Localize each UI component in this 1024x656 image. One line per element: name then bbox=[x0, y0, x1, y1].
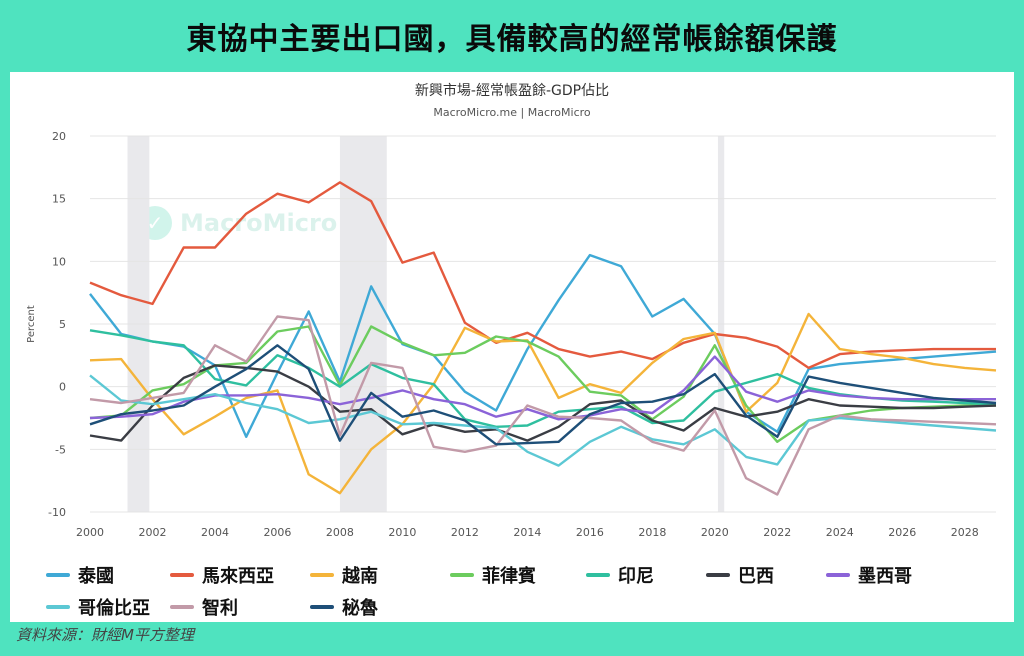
legend-label: 馬來西亞 bbox=[202, 566, 274, 587]
x-tick-label: 2026 bbox=[888, 526, 916, 539]
legend: 泰國 馬來西亞 越南 菲律賓 印尼 巴西 墨西哥哥倫比亞 智利 秘魯 bbox=[26, 562, 1016, 622]
legend-swatch bbox=[310, 573, 334, 577]
watermark: ✓ MacroMicro bbox=[138, 206, 337, 240]
legend-label: 菲律賓 bbox=[482, 566, 536, 587]
y-tick-label: 15 bbox=[52, 193, 66, 206]
y-tick-label: -5 bbox=[55, 443, 66, 456]
series-line-8 bbox=[89, 315, 997, 496]
x-tick-label: 2024 bbox=[826, 526, 854, 539]
legend-item[interactable]: 馬來西亞 bbox=[170, 562, 274, 588]
legend-swatch bbox=[450, 573, 474, 577]
legend-swatch bbox=[170, 605, 194, 609]
legend-swatch bbox=[706, 573, 730, 577]
legend-swatch bbox=[170, 573, 194, 577]
legend-label: 墨西哥 bbox=[858, 566, 912, 587]
x-tick-label: 2022 bbox=[763, 526, 791, 539]
legend-label: 智利 bbox=[202, 598, 238, 619]
x-tick-label: 2012 bbox=[451, 526, 479, 539]
legend-swatch bbox=[826, 573, 850, 577]
legend-swatch bbox=[46, 573, 70, 577]
legend-item[interactable]: 越南 bbox=[310, 562, 378, 588]
x-tick-label: 2002 bbox=[138, 526, 166, 539]
legend-label: 泰國 bbox=[78, 566, 114, 587]
x-tick-label: 2028 bbox=[951, 526, 979, 539]
watermark-text: MacroMicro bbox=[180, 209, 338, 237]
legend-item[interactable]: 哥倫比亞 bbox=[46, 594, 150, 620]
legend-item[interactable]: 泰國 bbox=[46, 562, 114, 588]
legend-label: 巴西 bbox=[738, 566, 774, 587]
legend-swatch bbox=[46, 605, 70, 609]
y-tick-label: -10 bbox=[48, 506, 66, 519]
y-tick-label: 10 bbox=[52, 255, 66, 268]
x-tick-label: 2010 bbox=[388, 526, 416, 539]
x-tick-label: 2016 bbox=[576, 526, 604, 539]
legend-swatch bbox=[310, 605, 334, 609]
legend-item[interactable]: 智利 bbox=[170, 594, 238, 620]
headline: 東協中主要出口國，具備較高的經常帳餘額保護 bbox=[186, 22, 838, 57]
legend-label: 哥倫比亞 bbox=[78, 598, 150, 619]
source-footer: 資料來源：財經M平方整理 bbox=[16, 626, 194, 644]
x-tick-label: 2004 bbox=[201, 526, 229, 539]
series-line-7 bbox=[89, 374, 997, 467]
series-line-3 bbox=[89, 325, 996, 443]
x-tick-label: 2018 bbox=[638, 526, 666, 539]
y-axis-label: Percent bbox=[26, 305, 37, 343]
series-line-6 bbox=[89, 355, 996, 421]
series-line-9 bbox=[89, 344, 997, 446]
y-tick-label: 0 bbox=[59, 381, 66, 394]
line-chart: 20 15 10 5 0 -5 -10 2000 2002 2004 2006 2008 2010 201… bbox=[26, 130, 997, 539]
legend-label: 印尼 bbox=[618, 566, 654, 587]
legend-swatch bbox=[586, 573, 610, 577]
legend-label: 秘魯 bbox=[342, 598, 378, 619]
x-tick-label: 2014 bbox=[513, 526, 541, 539]
chart-subtitle: MacroMicro.me | MacroMicro bbox=[433, 106, 591, 119]
y-tick-label: 5 bbox=[59, 318, 66, 331]
x-tick-label: 2020 bbox=[701, 526, 729, 539]
legend-item[interactable]: 印尼 bbox=[586, 562, 654, 588]
y-tick-label: 20 bbox=[52, 130, 66, 143]
x-tick-label: 2006 bbox=[263, 526, 291, 539]
legend-label: 越南 bbox=[342, 566, 378, 587]
chart-panel: ✓ MacroMicro 20 15 10 5 0 -5 -10 2000 2002 2004 20… bbox=[10, 72, 1014, 622]
legend-item[interactable]: 菲律賓 bbox=[450, 562, 536, 588]
chart-title: 新興市場-經常帳盈餘-GDP佔比 bbox=[414, 83, 610, 99]
series-line-1 bbox=[89, 181, 996, 370]
x-tick-label: 2000 bbox=[76, 526, 104, 539]
legend-item[interactable]: 秘魯 bbox=[310, 594, 378, 620]
series-line-5 bbox=[89, 364, 997, 442]
legend-item[interactable]: 墨西哥 bbox=[826, 562, 912, 588]
series-line-0 bbox=[89, 253, 997, 438]
legend-item[interactable]: 巴西 bbox=[706, 562, 774, 588]
x-tick-label: 2008 bbox=[326, 526, 354, 539]
